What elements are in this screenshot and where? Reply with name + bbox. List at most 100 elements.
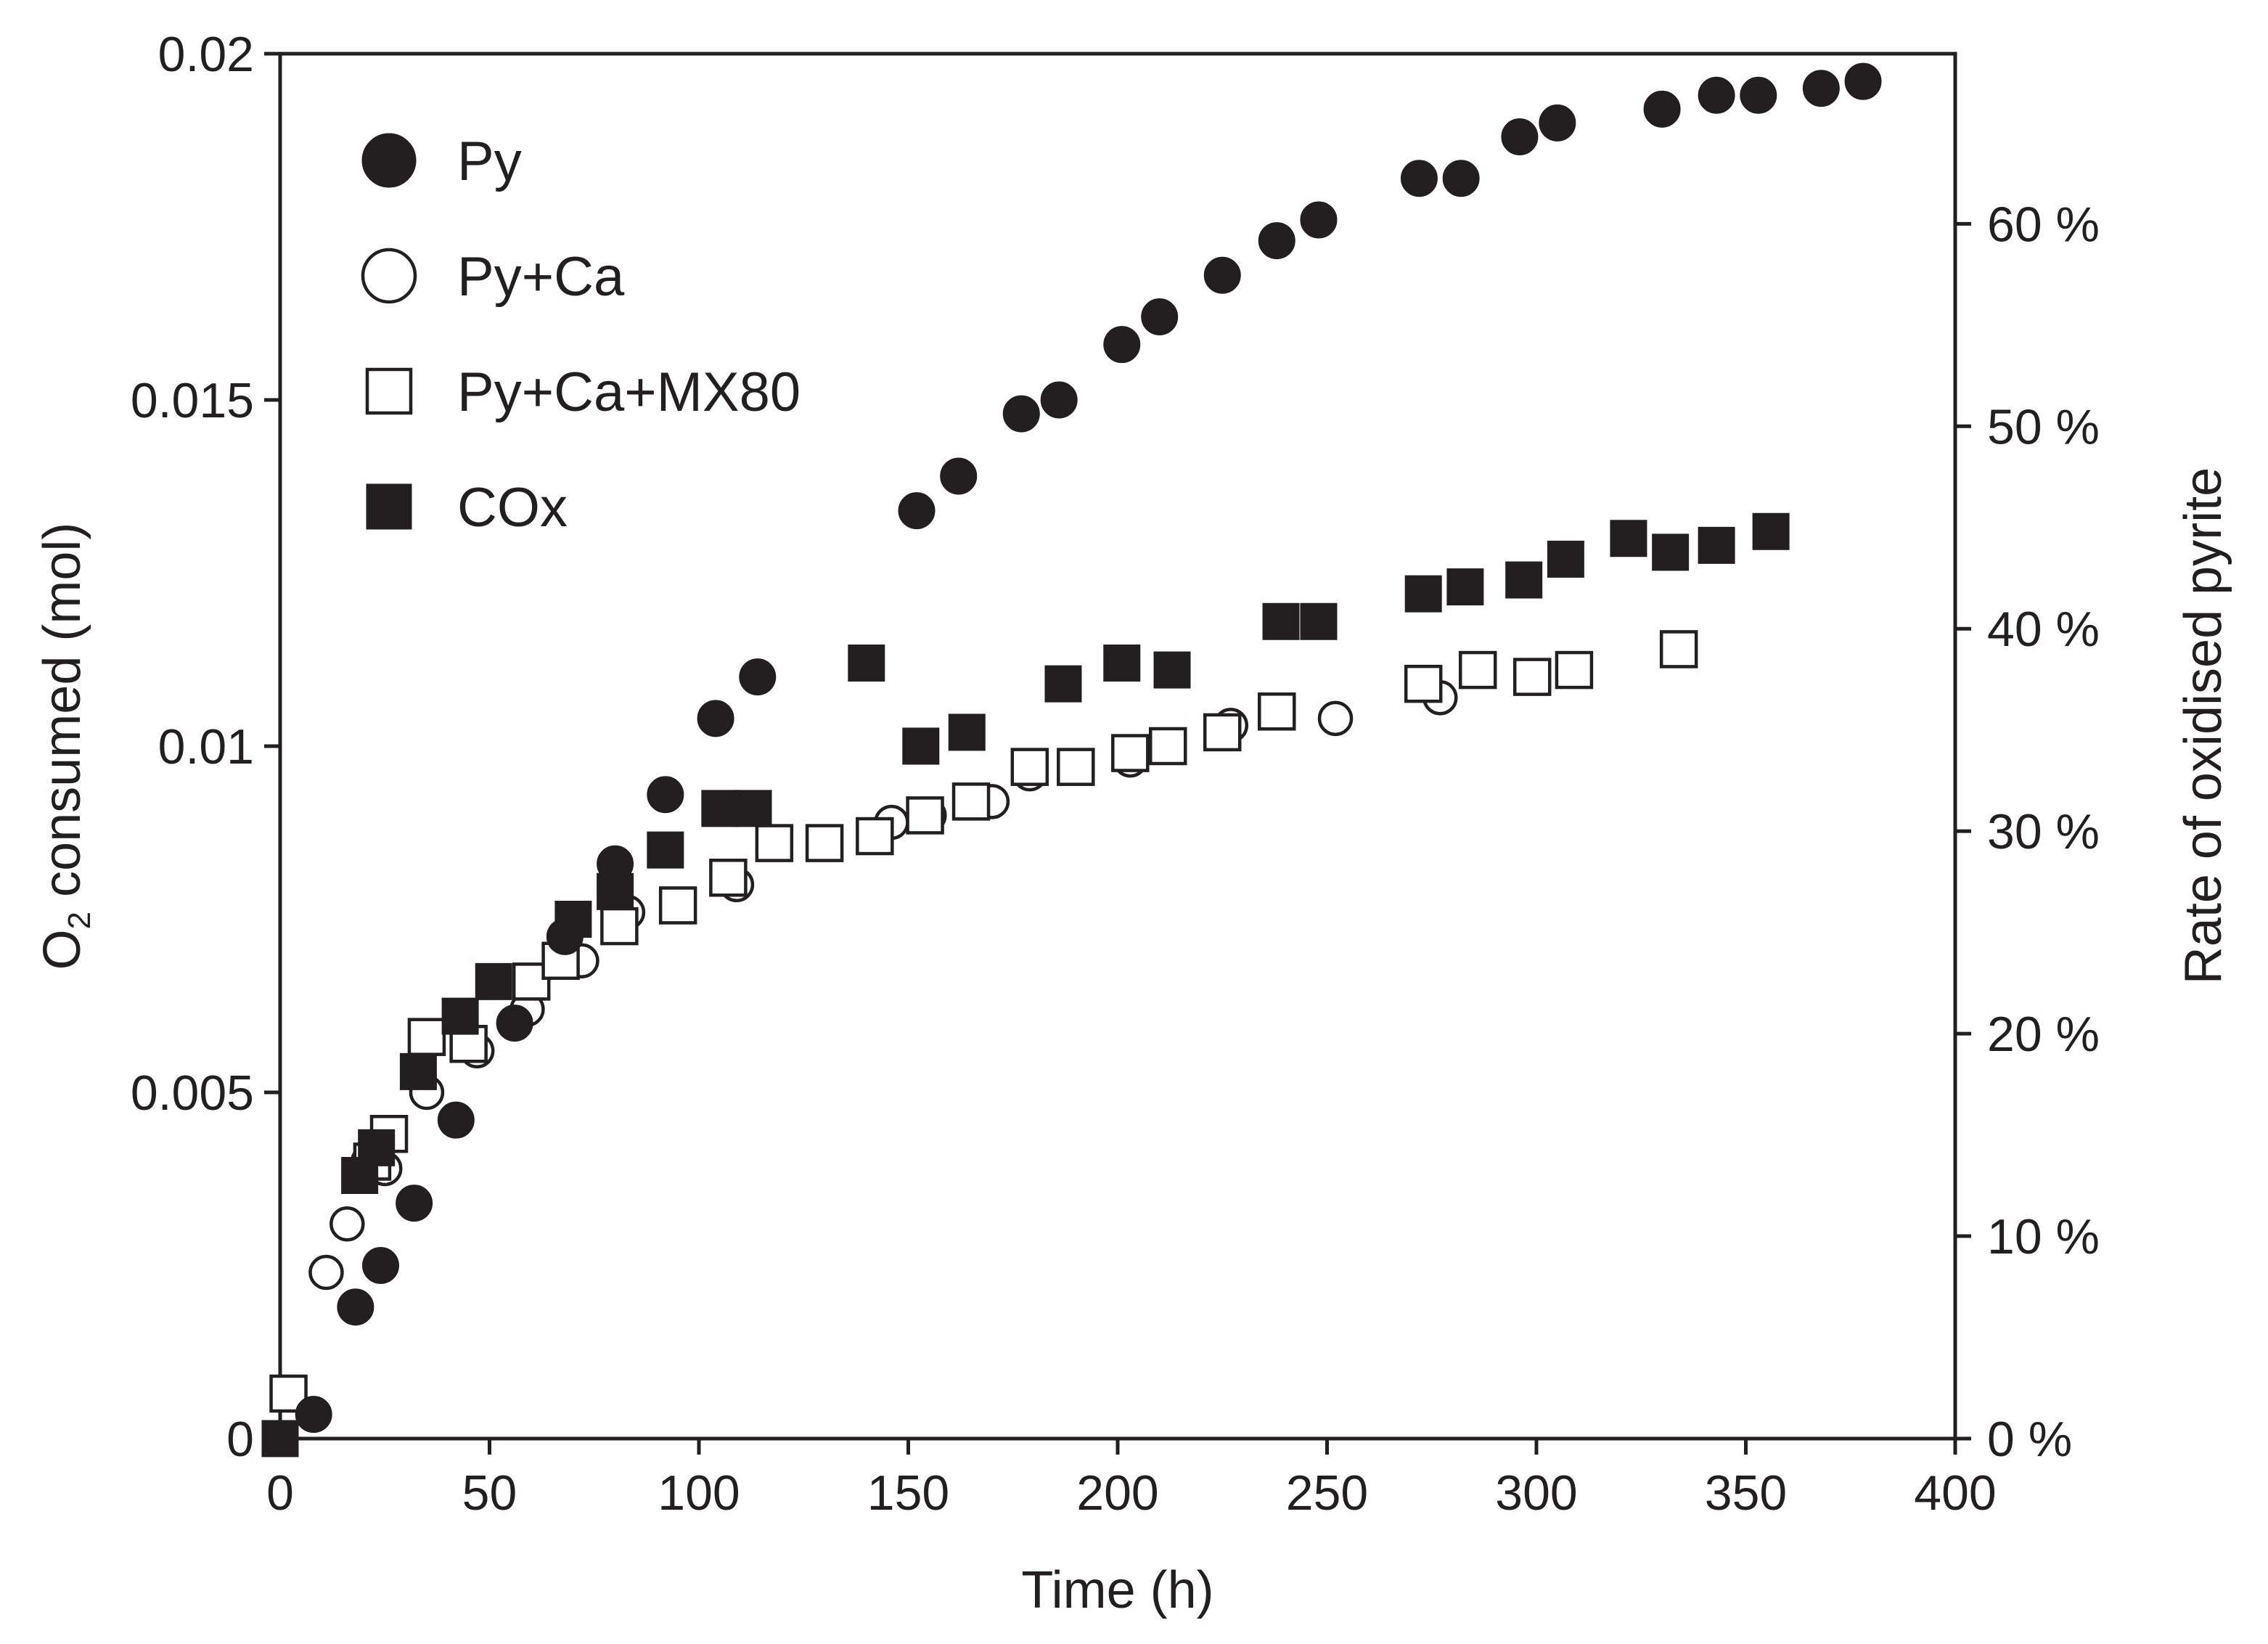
data-point-py-ca-mx80 — [755, 824, 794, 862]
data-point-py-ca-mx80 — [1057, 748, 1095, 786]
data-point-cox — [701, 790, 739, 827]
legend-item-cox: COx — [366, 477, 568, 539]
data-point-py — [1501, 118, 1539, 155]
data-point-cox — [1752, 512, 1790, 550]
data-point-cox — [475, 962, 512, 1000]
data-point-py — [1698, 76, 1735, 114]
data-point-py-ca-mx80 — [1404, 664, 1443, 703]
y2-tick-label: 60 % — [1987, 197, 2100, 252]
data-point-cox — [734, 790, 772, 827]
series-py-ca-mx80 — [269, 630, 1698, 1413]
data-point-py-ca-mx80 — [1148, 727, 1187, 766]
y-axis-title-prefix: O — [33, 929, 91, 970]
legend-label-py-ca-mx80: Py+Ca+MX80 — [457, 361, 801, 423]
x-tick-label: 0 — [266, 1465, 294, 1521]
y-axis-title-subscript: 2 — [62, 912, 97, 929]
data-point-py-ca — [329, 1206, 365, 1242]
data-point-py — [1740, 76, 1777, 114]
x-tick-label: 150 — [867, 1465, 949, 1521]
data-point-cox — [1262, 602, 1300, 640]
data-point-py-ca-mx80 — [1555, 650, 1594, 690]
data-point-cox — [1446, 568, 1484, 606]
data-point-py — [361, 1247, 399, 1284]
y2-tick-label: 40 % — [1987, 602, 2100, 657]
data-point-py — [1802, 70, 1840, 107]
data-point-cox — [1505, 561, 1543, 599]
data-point-py — [1040, 381, 1078, 419]
data-point-cox — [1103, 645, 1141, 682]
y-tick-label: 0.005 — [131, 1066, 254, 1121]
data-point-cox — [399, 1052, 437, 1090]
data-point-cox — [1698, 526, 1735, 564]
data-point-py-ca-mx80 — [1458, 650, 1497, 690]
data-point-py — [739, 658, 777, 696]
data-point-cox — [358, 1129, 396, 1166]
x-axis-title: Time (h) — [1021, 1561, 1213, 1619]
legend-marker-py — [361, 133, 417, 188]
legend-marker-py-ca — [361, 248, 417, 304]
y2-tick-label: 10 % — [1987, 1209, 2100, 1264]
legend-item-py-ca: Py+Ca — [361, 246, 625, 308]
y-tick-label: 0.02 — [158, 27, 254, 82]
data-point-py — [1258, 222, 1295, 260]
data-point-py-ca — [308, 1254, 344, 1291]
data-point-cox — [1404, 575, 1442, 613]
data-point-py-ca-mx80 — [407, 1018, 446, 1056]
data-point-py-ca-mx80 — [906, 796, 944, 835]
data-point-py — [295, 1396, 332, 1434]
x-tick-label: 200 — [1076, 1465, 1158, 1521]
data-point-py — [337, 1288, 374, 1326]
data-point-py — [1643, 90, 1681, 128]
data-point-cox — [1300, 602, 1338, 640]
legend-label-py: Py — [457, 131, 522, 192]
data-point-py-ca-mx80 — [1659, 630, 1698, 668]
x-tick-label: 300 — [1495, 1465, 1577, 1521]
data-point-cox — [1652, 533, 1690, 571]
data-point-cox — [1044, 665, 1082, 703]
data-point-cox — [948, 713, 986, 751]
x-tick-label: 350 — [1705, 1465, 1787, 1521]
legend: Py Py+Ca Py+Ca+MX80 COx — [361, 131, 801, 539]
data-point-cox — [1153, 651, 1191, 689]
data-point-py — [1141, 298, 1179, 336]
data-point-py-ca-mx80 — [1512, 658, 1552, 696]
data-point-py — [1300, 201, 1338, 239]
y2-axis-title: Rate of oxidised pyrite — [2174, 467, 2232, 984]
data-point-py — [898, 492, 936, 530]
x-tick-label: 250 — [1286, 1465, 1368, 1521]
x-tick-label: 100 — [658, 1465, 740, 1521]
data-point-py-ca-mx80 — [1203, 713, 1242, 752]
data-point-py-ca — [1317, 700, 1354, 737]
data-point-py-ca-mx80 — [951, 782, 991, 821]
legend-label-py-ca: Py+Ca — [457, 246, 625, 308]
data-point-py — [940, 457, 978, 495]
data-point-cox — [554, 901, 592, 938]
y2-tick-label: 20 % — [1987, 1007, 2100, 1062]
data-point-py — [1203, 256, 1241, 294]
data-point-py — [396, 1185, 433, 1222]
series-py-ca — [262, 679, 1458, 1457]
y-axis-title-suffix: consumed (mol) — [33, 523, 91, 912]
y2-tick-label: 0 % — [1987, 1412, 2072, 1467]
data-point-cox — [597, 872, 634, 910]
data-point-cox — [848, 645, 885, 682]
data-marks — [261, 62, 1882, 1457]
data-point-py — [1844, 62, 1882, 100]
y-tick-label: 0.01 — [158, 719, 254, 774]
y-tick-label: 0.015 — [131, 373, 254, 428]
data-point-cox — [1547, 540, 1584, 578]
data-point-py — [1442, 160, 1480, 197]
data-point-py — [1002, 395, 1040, 433]
y-tick-label: 0 — [226, 1412, 254, 1467]
x-tick-label: 50 — [462, 1465, 517, 1521]
legend-marker-py-ca-mx80 — [365, 367, 413, 415]
series-cox — [261, 512, 1790, 1457]
data-point-py-ca-mx80 — [805, 824, 844, 862]
data-point-py — [697, 700, 734, 737]
data-point-py-ca-mx80 — [1111, 734, 1150, 772]
ticks: 0 50 100 150 200 250 300 350 400 0 0.005 0.01 0.015 0… — [131, 27, 2100, 1521]
data-point-py — [647, 776, 684, 814]
data-point-py-ca-mx80 — [1010, 748, 1049, 786]
y-axis-title: O2 consumed (mol) — [33, 523, 97, 970]
